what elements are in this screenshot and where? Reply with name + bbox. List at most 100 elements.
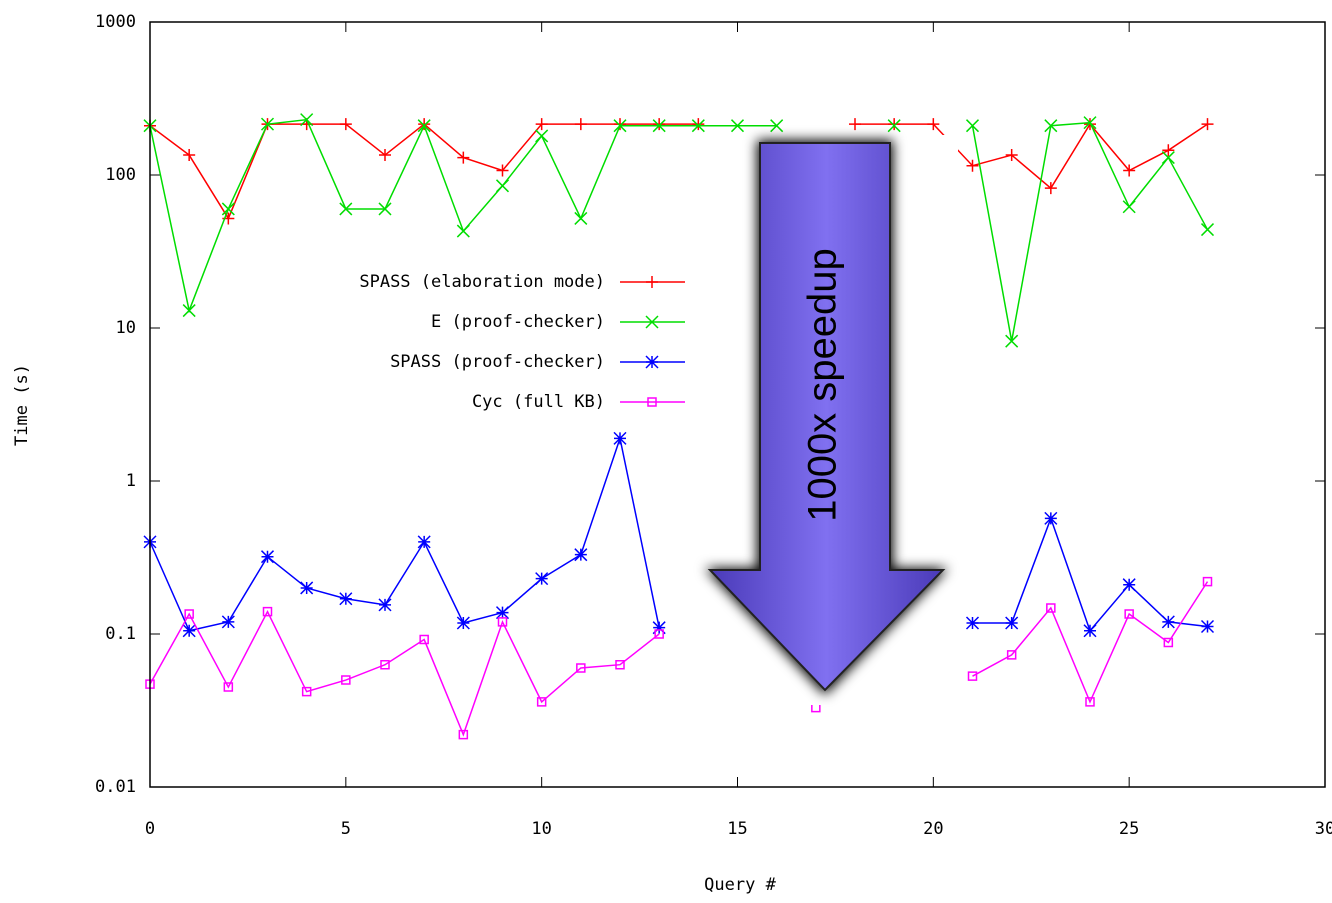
point-marker <box>691 119 705 133</box>
legend-label: Cyc (full KB) <box>472 392 605 412</box>
point-marker <box>378 598 392 612</box>
point-marker <box>300 113 314 127</box>
plot-area <box>143 21 1326 788</box>
annotation-text: 1000x speedup <box>801 248 845 522</box>
x-tick-label: 20 <box>923 819 943 839</box>
point-marker <box>535 572 549 586</box>
point-marker <box>223 682 234 692</box>
x-tick-label: 25 <box>1119 819 1139 839</box>
legend-label: SPASS (elaboration mode) <box>359 272 605 292</box>
point-marker <box>183 149 196 162</box>
point-marker <box>849 118 861 131</box>
point-marker <box>574 211 588 225</box>
point-marker <box>456 224 470 238</box>
point-marker <box>574 118 587 131</box>
point-marker <box>379 149 391 162</box>
point-marker <box>301 686 312 697</box>
point-marker <box>927 118 940 131</box>
point-marker <box>1123 164 1136 177</box>
point-marker <box>378 202 392 216</box>
point-marker <box>221 202 235 216</box>
point-marker <box>1006 650 1017 660</box>
point-marker <box>1202 576 1213 587</box>
point-marker <box>967 671 978 681</box>
legend-marker <box>645 355 659 369</box>
point-marker <box>145 679 155 689</box>
point-marker <box>576 663 586 673</box>
point-marker <box>495 179 510 193</box>
series-line <box>149 435 1208 633</box>
point-marker <box>260 550 275 564</box>
point-marker <box>221 615 235 629</box>
point-marker <box>1046 603 1056 613</box>
point-marker <box>458 729 469 740</box>
point-marker <box>457 151 470 164</box>
point-marker <box>262 606 273 617</box>
series-line <box>149 581 1209 737</box>
point-marker <box>1124 609 1134 619</box>
point-marker <box>574 548 588 562</box>
point-marker <box>496 164 509 177</box>
point-marker <box>341 675 351 685</box>
point-marker <box>182 304 196 318</box>
point-marker <box>887 119 901 133</box>
point-marker <box>1044 119 1058 133</box>
y-tick-label: 1 <box>126 471 136 491</box>
point-marker <box>417 535 431 549</box>
point-marker <box>535 129 549 143</box>
point-marker <box>1122 200 1136 214</box>
point-marker <box>495 606 510 620</box>
point-marker <box>1161 615 1175 629</box>
x-tick-label: 10 <box>531 819 551 839</box>
plot-frame <box>149 21 1326 788</box>
point-marker <box>615 659 625 670</box>
legend-marker <box>647 397 657 407</box>
point-marker <box>300 581 314 595</box>
point-marker <box>339 592 353 606</box>
y-tick-label: 0.01 <box>95 777 136 797</box>
x-tick-label: 0 <box>145 819 155 839</box>
point-marker <box>536 697 547 707</box>
x-axis-label: Query # <box>704 875 776 895</box>
x-tick-label: 5 <box>341 819 351 839</box>
y-tick-label: 100 <box>105 165 136 185</box>
point-marker <box>1200 223 1215 237</box>
point-marker <box>1085 697 1095 707</box>
legend-label: E (proof-checker) <box>431 312 605 332</box>
point-marker <box>1044 182 1057 195</box>
point-marker <box>654 629 664 639</box>
point-marker <box>184 609 194 619</box>
point-marker <box>1083 116 1097 130</box>
point-marker <box>182 624 196 638</box>
point-marker <box>1122 578 1136 592</box>
point-marker <box>417 119 431 133</box>
legend-marker <box>646 276 658 288</box>
legend: SPASS (elaboration mode) E (proof-checker… <box>359 272 685 412</box>
point-marker <box>613 119 627 133</box>
y-tick-label: 1000 <box>95 12 136 32</box>
point-marker <box>652 621 666 635</box>
x-tick-label: 30 <box>1315 819 1332 839</box>
point-marker <box>770 119 784 133</box>
point-marker <box>260 117 275 131</box>
point-marker <box>652 119 666 133</box>
legend-marker <box>645 315 659 329</box>
point-marker <box>966 159 979 172</box>
y-tick-label: 0.1 <box>105 624 136 644</box>
point-marker <box>1163 637 1174 648</box>
point-marker <box>1005 334 1019 348</box>
point-marker <box>419 634 429 645</box>
point-marker <box>888 118 901 131</box>
legend-label: SPASS (proof-checker) <box>390 352 605 372</box>
point-marker <box>1161 151 1175 165</box>
point-marker <box>1005 616 1019 630</box>
point-marker <box>965 616 980 630</box>
point-marker <box>730 119 745 133</box>
point-marker <box>380 659 390 670</box>
point-marker <box>1044 511 1058 525</box>
point-marker <box>535 118 548 131</box>
point-marker <box>1162 144 1175 157</box>
arrow <box>707 142 946 692</box>
point-marker <box>456 616 470 630</box>
